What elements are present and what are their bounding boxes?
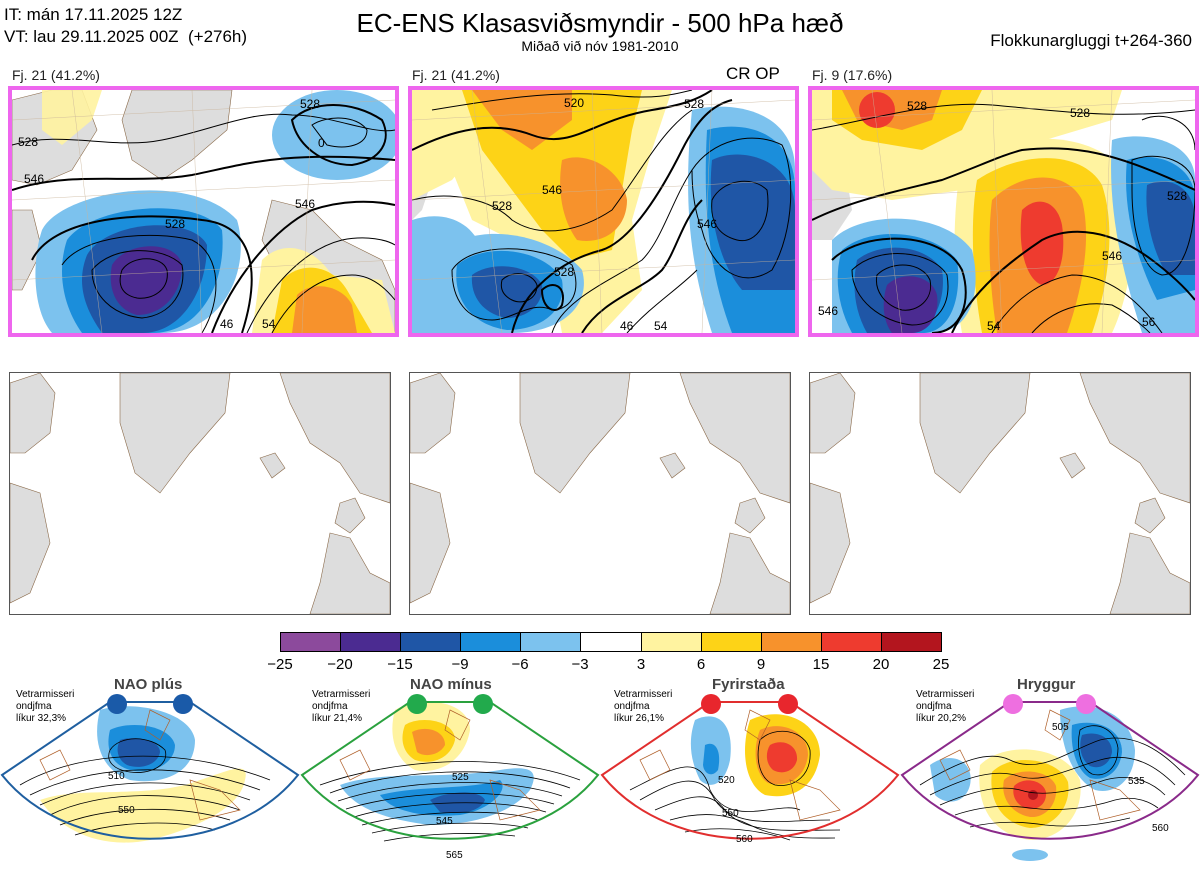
cluster-map-2: 520 528 528 546 528 546 54 46 [408,86,799,337]
regime-3-contour: 550 [722,808,739,819]
p1-contour-label: 546 [295,197,315,211]
colorbar-tick: 6 [696,656,706,673]
init-valid-info: IT: mán 17.11.2025 12Z VT: lau 29.11.2025… [4,4,247,48]
p1-contour-label: 528 [18,135,38,149]
empty-map-1 [9,372,391,615]
p1-contour-label: 46 [220,317,234,331]
regime-2-label: NAO mínus [410,676,492,693]
regime-2-note: Vetrarmisseri ondjfma líkur 21,4% [312,689,371,724]
init-time: IT: mán 17.11.2025 12Z [4,5,183,24]
p3-contour-label: 528 [1167,189,1187,203]
colorbar-tick: 9 [756,656,766,673]
colorbar-swatch [401,633,462,651]
panel-2-label: Fj. 21 (41.2%) [412,67,500,83]
regime-1-note: Vetrarmisseri ondjfma líkur 32,3% [16,689,75,724]
regime-4-label: Hryggur [1017,676,1076,693]
p3-contour-label: 56 [1142,315,1156,329]
colorbar-ticks: −25 −20 −15 −9 −6 −3 3 6 9 15 20 25 [0,656,1200,674]
cluster-map-1: 528 0 546 528 528 546 54 46 [8,86,399,337]
p2-contour-label: 520 [564,96,584,110]
p1-contour-label: 546 [24,172,44,186]
regime-nao-minus-map: 525 545 565 [300,694,600,861]
regime-4-contour: 535 [1128,776,1145,787]
colorbar-tick: −3 [571,656,589,673]
p1-contour-label: 54 [262,317,276,331]
p2-contour-label: 54 [654,319,668,333]
colorbar-swatch [341,633,402,651]
p3-contour-label: 546 [818,304,838,318]
panel-2-operational-tag: CR OP [726,64,780,83]
regime-3-label: Fyrirstaða [712,676,785,693]
p2-contour-label: 46 [620,319,634,333]
regime-1-label: NAO plús [114,676,183,693]
colorbar-tick: −20 [327,656,353,673]
p3-contour-label: 528 [907,99,927,113]
colorbar-swatch [641,633,702,651]
regime-nao-plus-map: 510 550 [0,694,300,843]
p3-contour-label: 528 [1070,106,1090,120]
p1-contour-label: 0 [318,136,325,150]
p3-contour-label: 546 [1102,249,1122,263]
p1-contour-label: 528 [165,217,185,231]
colorbar-swatch [881,633,942,651]
regime-4-contour: 505 [1052,722,1069,733]
empty-map-2 [409,372,791,615]
colorbar-tick: −25 [267,656,293,673]
colorbar-swatch [281,633,342,651]
classification-window: Flokkunargluggi t+264-360 [990,31,1192,50]
colorbar-swatch [521,633,582,651]
regime-blocking-map: 520 550 560 [600,694,900,845]
colorbar-tick: 3 [636,656,646,673]
p3-contour-label: 54 [987,319,1001,333]
empty-map-3 [809,372,1191,615]
colorbar-tick: −6 [511,656,529,673]
panel-3-label: Fj. 9 (17.6%) [812,67,893,83]
p2-contour-label: 546 [697,217,717,231]
colorbar-swatch [821,633,882,651]
colorbar-tick: −15 [387,656,413,673]
valid-time: VT: lau 29.11.2025 00Z (+276h) [4,27,248,46]
regime-2-contour: 525 [452,772,469,783]
colorbar-swatch [761,633,822,651]
regime-4-note: Vetrarmisseri ondjfma líkur 20,2% [916,689,975,724]
colorbar-tick: 15 [812,656,830,673]
colorbar-tick: 25 [932,656,950,673]
regime-4-contour: 560 [1152,823,1169,834]
p1-contour-label: 528 [300,97,320,111]
regime-ridge-map: 505 535 560 [900,694,1200,861]
p2-contour-label: 546 [542,183,562,197]
p2-contour-label: 528 [554,265,574,279]
colorbar-swatch [581,633,642,651]
colorbar-tick: −9 [451,656,469,673]
panel-1-label: Fj. 21 (41.2%) [12,67,100,83]
regime-2-contour: 545 [436,816,453,827]
colorbar-tick: 20 [872,656,890,673]
cluster-map-3: 528 528 546 528 546 54 56 [808,86,1199,337]
p2-contour-label: 528 [684,97,704,111]
regime-1-contour: 550 [118,805,135,816]
regime-2-contour: 565 [446,850,463,861]
page-title: EC-ENS Klasasviðsmyndir - 500 hPa hæð [356,8,844,38]
regime-3-contour: 520 [718,775,735,786]
page-subtitle: Miðað við nóv 1981-2010 [521,38,679,54]
regime-3-note: Vetrarmisseri ondjfma líkur 26,1% [614,689,673,724]
colorbar-swatch [461,633,522,651]
colorbar-swatch [701,633,762,651]
colorbar [280,632,942,652]
regime-3-contour: 560 [736,834,753,845]
regime-1-contour: 510 [108,771,125,782]
p2-contour-label: 528 [492,199,512,213]
